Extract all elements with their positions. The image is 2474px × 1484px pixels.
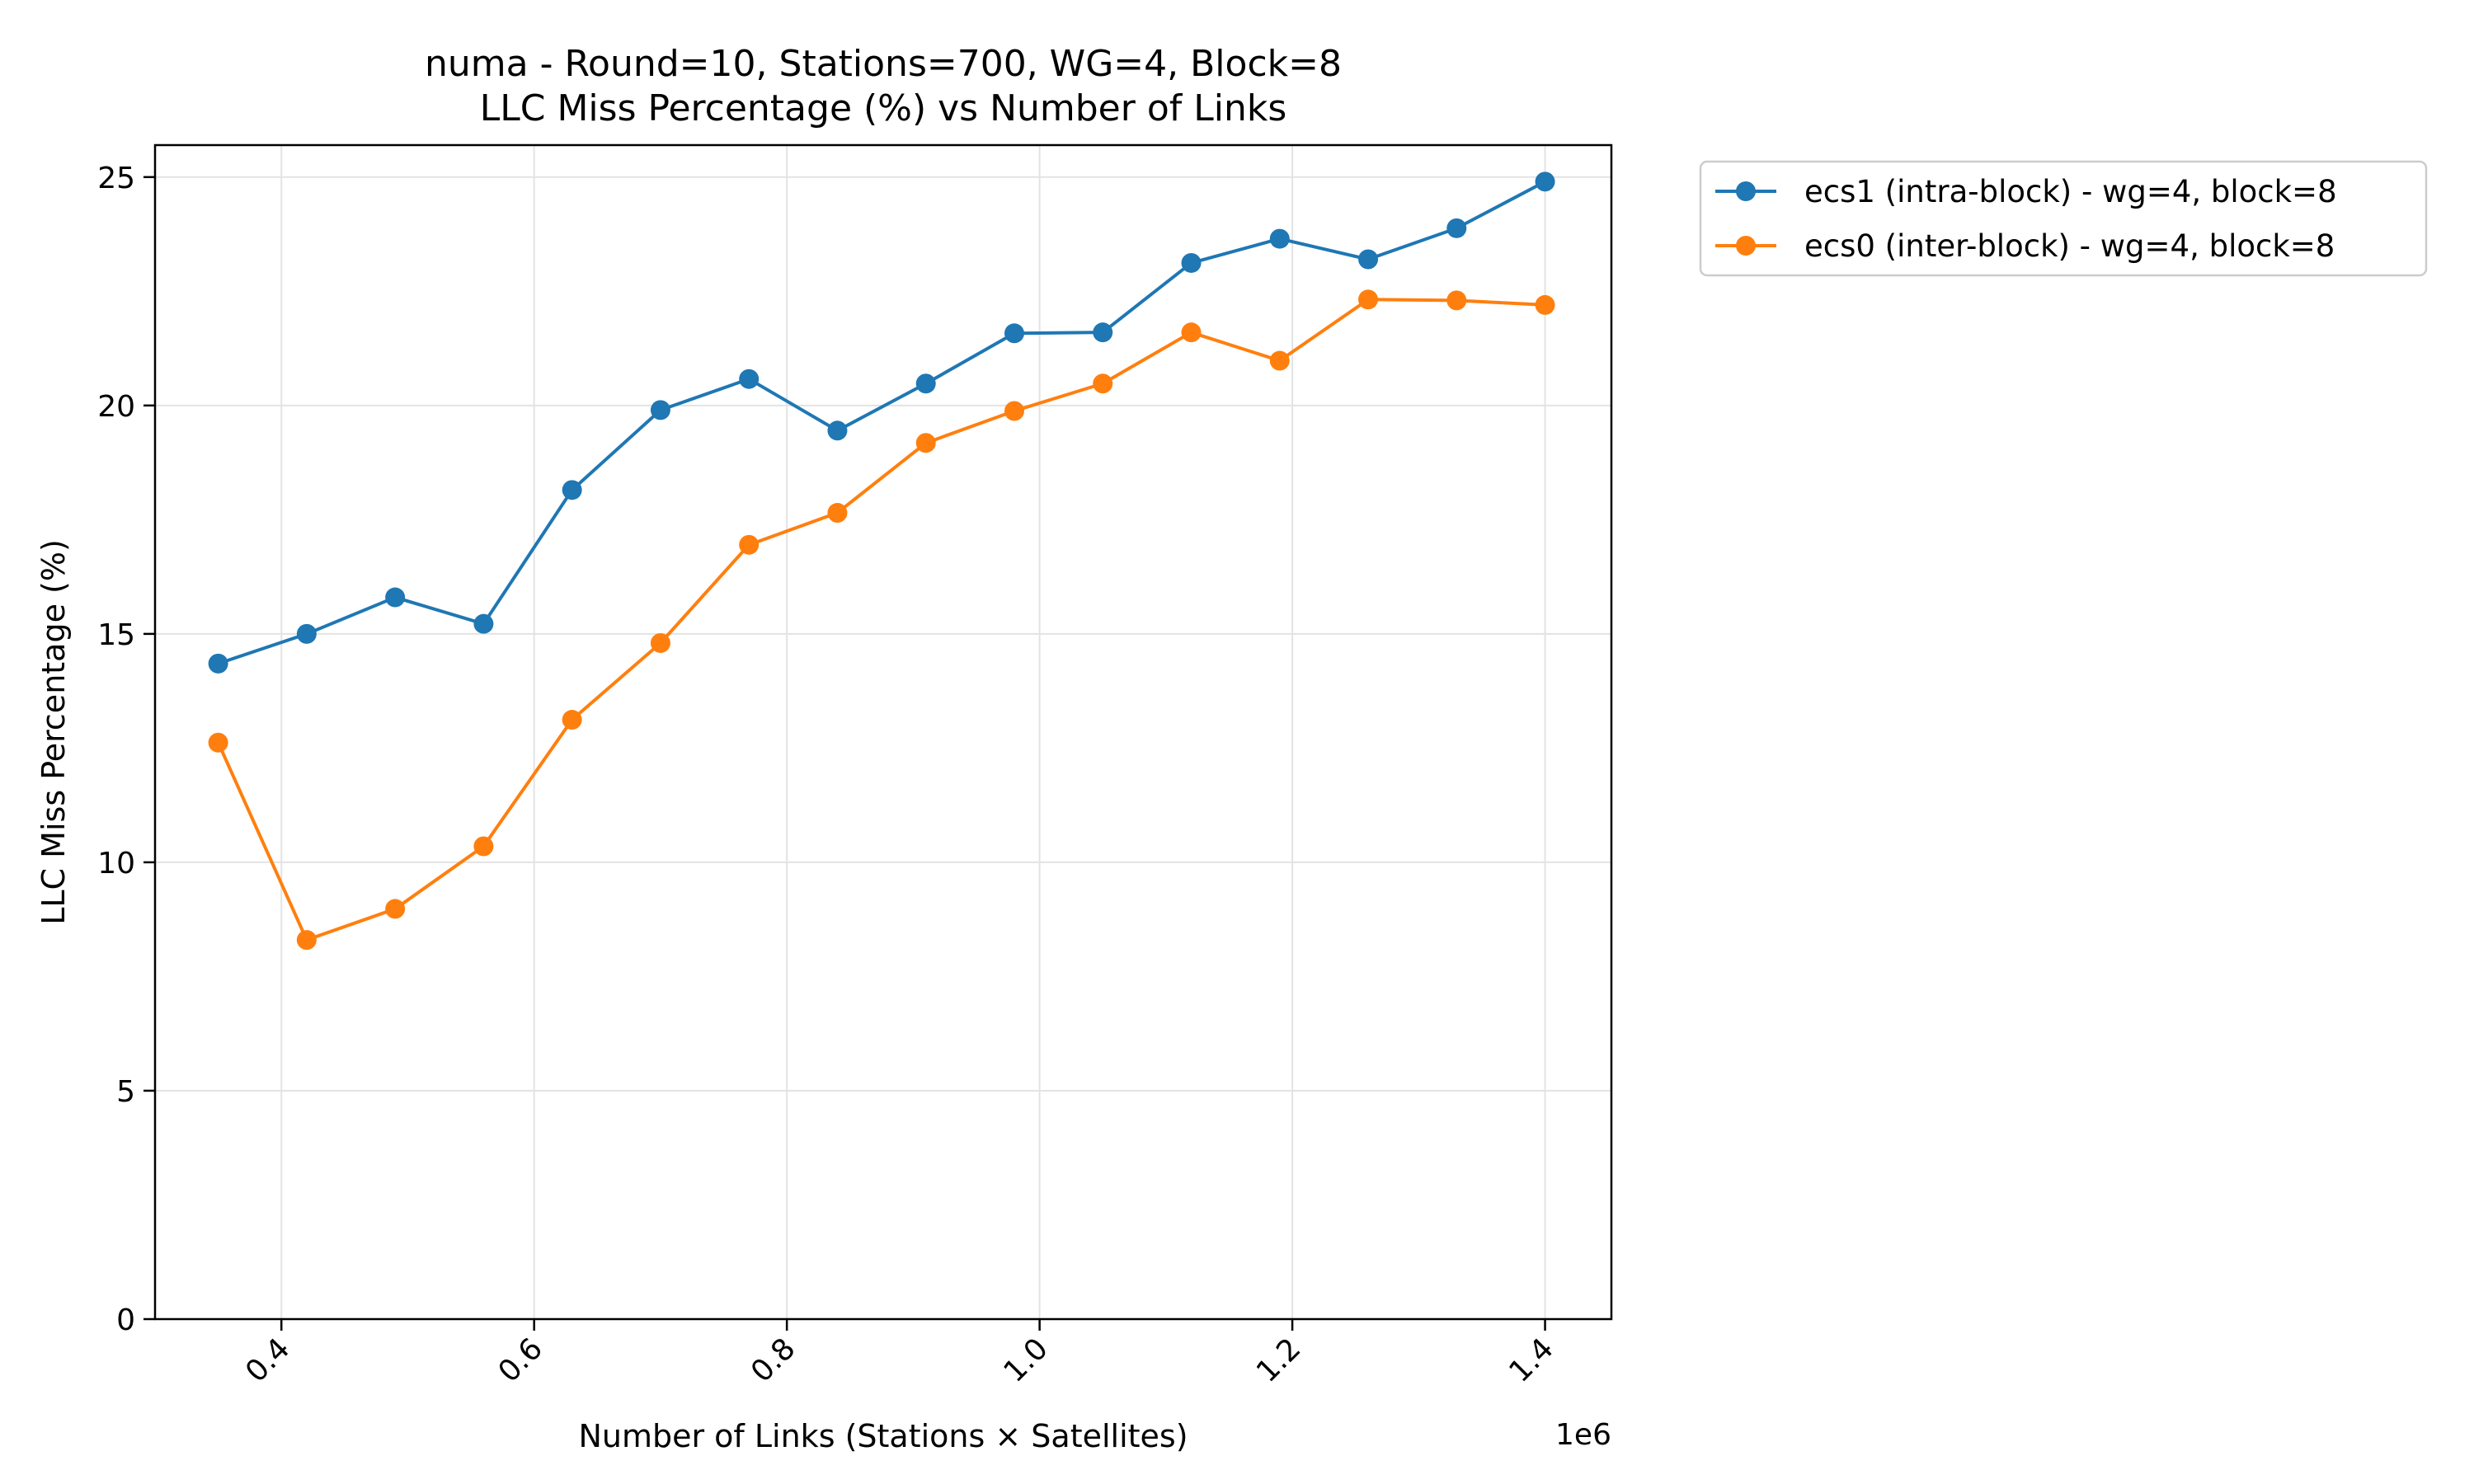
data-point bbox=[1446, 290, 1467, 311]
data-point bbox=[827, 420, 848, 441]
x-tick-label: 0.4 bbox=[239, 1331, 296, 1388]
legend-marker-ecs1 bbox=[1736, 181, 1756, 201]
data-point bbox=[296, 623, 317, 644]
data-point bbox=[562, 710, 582, 730]
data-point bbox=[1004, 401, 1024, 421]
y-axis-label: LLC Miss Percentage (%) bbox=[35, 539, 72, 925]
x-tick-label: 1.4 bbox=[1503, 1331, 1559, 1388]
data-point bbox=[1181, 252, 1202, 273]
chart-title: numa - Round=10, Stations=700, WG=4, Blo… bbox=[425, 43, 1342, 85]
data-point bbox=[473, 613, 494, 634]
series-1 bbox=[208, 289, 1555, 951]
y-axis: 0 5 10 15 20 25 bbox=[97, 162, 155, 1337]
y-tick-label: 5 bbox=[116, 1075, 135, 1109]
x-tick-label: 0.6 bbox=[492, 1331, 549, 1388]
data-point bbox=[1093, 322, 1113, 343]
y-tick-label: 25 bbox=[97, 162, 135, 195]
legend-label-ecs1: ecs1 (intra-block) - wg=4, block=8 bbox=[1804, 174, 2337, 209]
data-point bbox=[650, 400, 670, 420]
x-tick-label: 1.2 bbox=[1250, 1331, 1307, 1388]
data-point bbox=[827, 503, 848, 524]
data-point bbox=[1004, 323, 1024, 344]
y-tick-label: 15 bbox=[97, 618, 135, 652]
data-point bbox=[385, 587, 406, 608]
series-0 bbox=[208, 171, 1555, 674]
data-point bbox=[1358, 289, 1379, 310]
data-point bbox=[208, 732, 228, 753]
legend-label-ecs0: ecs0 (inter-block) - wg=4, block=8 bbox=[1804, 228, 2335, 264]
data-point bbox=[1358, 249, 1379, 270]
data-point bbox=[650, 632, 670, 653]
series-line bbox=[217, 180, 1546, 665]
data-point bbox=[1535, 171, 1555, 192]
data-point bbox=[385, 899, 406, 919]
x-axis-label: Number of Links (Stations × Satellites) bbox=[578, 1418, 1188, 1454]
data-point bbox=[1269, 350, 1290, 371]
data-point bbox=[739, 369, 760, 389]
data-point bbox=[1093, 373, 1113, 394]
data-point bbox=[915, 373, 936, 394]
legend: ecs1 (intra-block) - wg=4, block=8 ecs0 … bbox=[1699, 160, 2428, 277]
plot-frame bbox=[153, 143, 1613, 1321]
data-point bbox=[1269, 228, 1290, 249]
x-axis-offset-label: 1e6 bbox=[1555, 1418, 1611, 1452]
data-point bbox=[208, 653, 228, 674]
data-point bbox=[739, 534, 760, 555]
grid bbox=[155, 145, 1611, 1320]
data-point bbox=[1181, 322, 1202, 343]
y-tick-label: 0 bbox=[116, 1303, 135, 1337]
chart-subtitle: LLC Miss Percentage (%) vs Number of Lin… bbox=[480, 87, 1287, 129]
x-tick-label: 1.0 bbox=[998, 1331, 1055, 1388]
series-layer bbox=[208, 171, 1555, 951]
x-tick-label: 0.8 bbox=[745, 1331, 802, 1388]
data-point bbox=[562, 480, 582, 500]
data-point bbox=[1446, 218, 1467, 238]
data-point bbox=[296, 930, 317, 951]
y-tick-label: 20 bbox=[97, 390, 135, 424]
y-tick-label: 10 bbox=[97, 847, 135, 881]
data-point bbox=[473, 836, 494, 857]
legend-marker-ecs0 bbox=[1736, 236, 1756, 256]
legend-frame bbox=[1699, 160, 2428, 277]
data-point bbox=[1535, 294, 1555, 315]
series-line bbox=[216, 298, 1545, 942]
data-point bbox=[915, 433, 936, 453]
x-axis: 0.4 0.6 0.8 1.0 1.2 1.4 bbox=[239, 1319, 1560, 1389]
